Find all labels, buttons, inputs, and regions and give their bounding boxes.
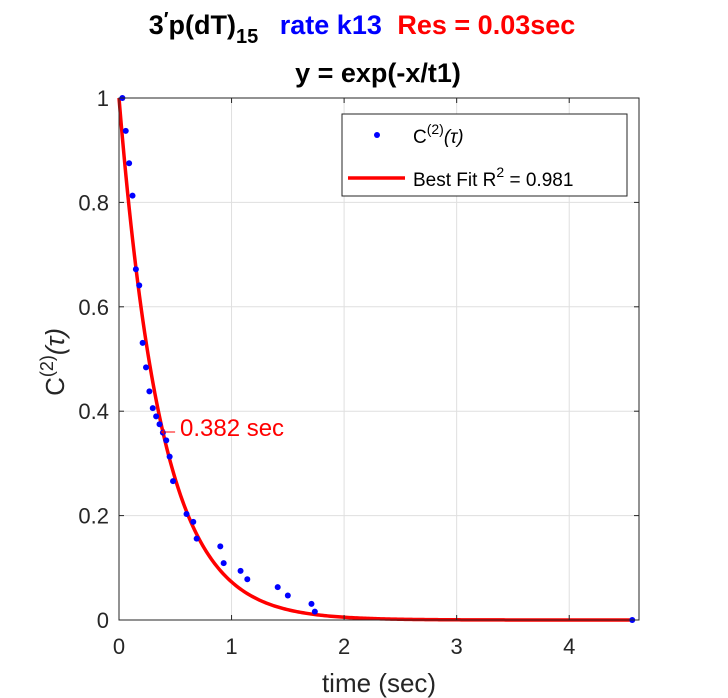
legend-marker-points bbox=[374, 132, 380, 138]
data-point bbox=[244, 576, 251, 583]
x-tick-label: 3 bbox=[451, 634, 463, 659]
data-point bbox=[190, 518, 197, 525]
data-point bbox=[143, 364, 150, 371]
data-point bbox=[220, 560, 227, 567]
data-point bbox=[122, 127, 129, 134]
data-point bbox=[183, 511, 190, 518]
x-tick-label: 2 bbox=[338, 634, 350, 659]
y-tick-label: 0.6 bbox=[78, 295, 109, 320]
tau-annotation: ←0.382 sec bbox=[156, 415, 284, 442]
data-point bbox=[217, 543, 224, 550]
x-tick-label: 1 bbox=[225, 634, 237, 659]
data-point bbox=[284, 592, 291, 599]
title-part-res: Res = 0.03sec bbox=[397, 10, 575, 40]
chart-title: 3′p(dT)15 rate k13 Res = 0.03sec bbox=[149, 9, 576, 49]
data-point bbox=[237, 567, 244, 574]
data-point bbox=[149, 405, 156, 412]
data-point bbox=[170, 478, 177, 485]
axis-ticks: 0 1 2 3 4 0 0.2 0.4 0.6 0.8 1 bbox=[78, 86, 639, 659]
data-point bbox=[129, 192, 136, 199]
data-point bbox=[136, 282, 143, 289]
data-point bbox=[153, 413, 160, 420]
y-tick-label: 0 bbox=[97, 608, 109, 633]
title-part-rate: rate k13 bbox=[280, 10, 382, 40]
y-tick-label: 0.2 bbox=[78, 504, 109, 529]
title-part-compound: 3′p(dT)15 bbox=[149, 9, 266, 49]
data-point bbox=[126, 160, 133, 167]
data-point bbox=[193, 535, 200, 542]
data-point bbox=[139, 339, 146, 346]
data-point bbox=[156, 421, 163, 428]
x-tick-label: 4 bbox=[563, 634, 575, 659]
legend-label-fit: Best Fit R2 = 0.981 bbox=[413, 164, 573, 191]
data-point bbox=[311, 608, 318, 615]
legend-label-points: C(2)(τ) bbox=[413, 121, 464, 148]
legend-box bbox=[341, 113, 628, 197]
data-point bbox=[163, 437, 170, 444]
data-point bbox=[274, 584, 281, 591]
y-tick-label: 0.4 bbox=[78, 399, 109, 424]
data-point bbox=[146, 388, 153, 395]
y-axis-label: C(2)(τ) bbox=[37, 328, 70, 396]
plot-frame bbox=[118, 97, 640, 621]
y-tick-label: 0.8 bbox=[78, 190, 109, 215]
data-point bbox=[166, 453, 173, 460]
legend: C(2)(τ) Best Fit R2 = 0.981 bbox=[341, 113, 628, 197]
x-axis-label: time (sec) bbox=[322, 668, 436, 698]
chart-subtitle: y = exp(-x/t1) bbox=[295, 58, 461, 88]
data-point bbox=[308, 600, 315, 607]
y-tick-label: 1 bbox=[97, 86, 109, 111]
data-point bbox=[159, 429, 166, 436]
x-tick-label: 0 bbox=[113, 634, 125, 659]
data-point bbox=[132, 266, 139, 273]
